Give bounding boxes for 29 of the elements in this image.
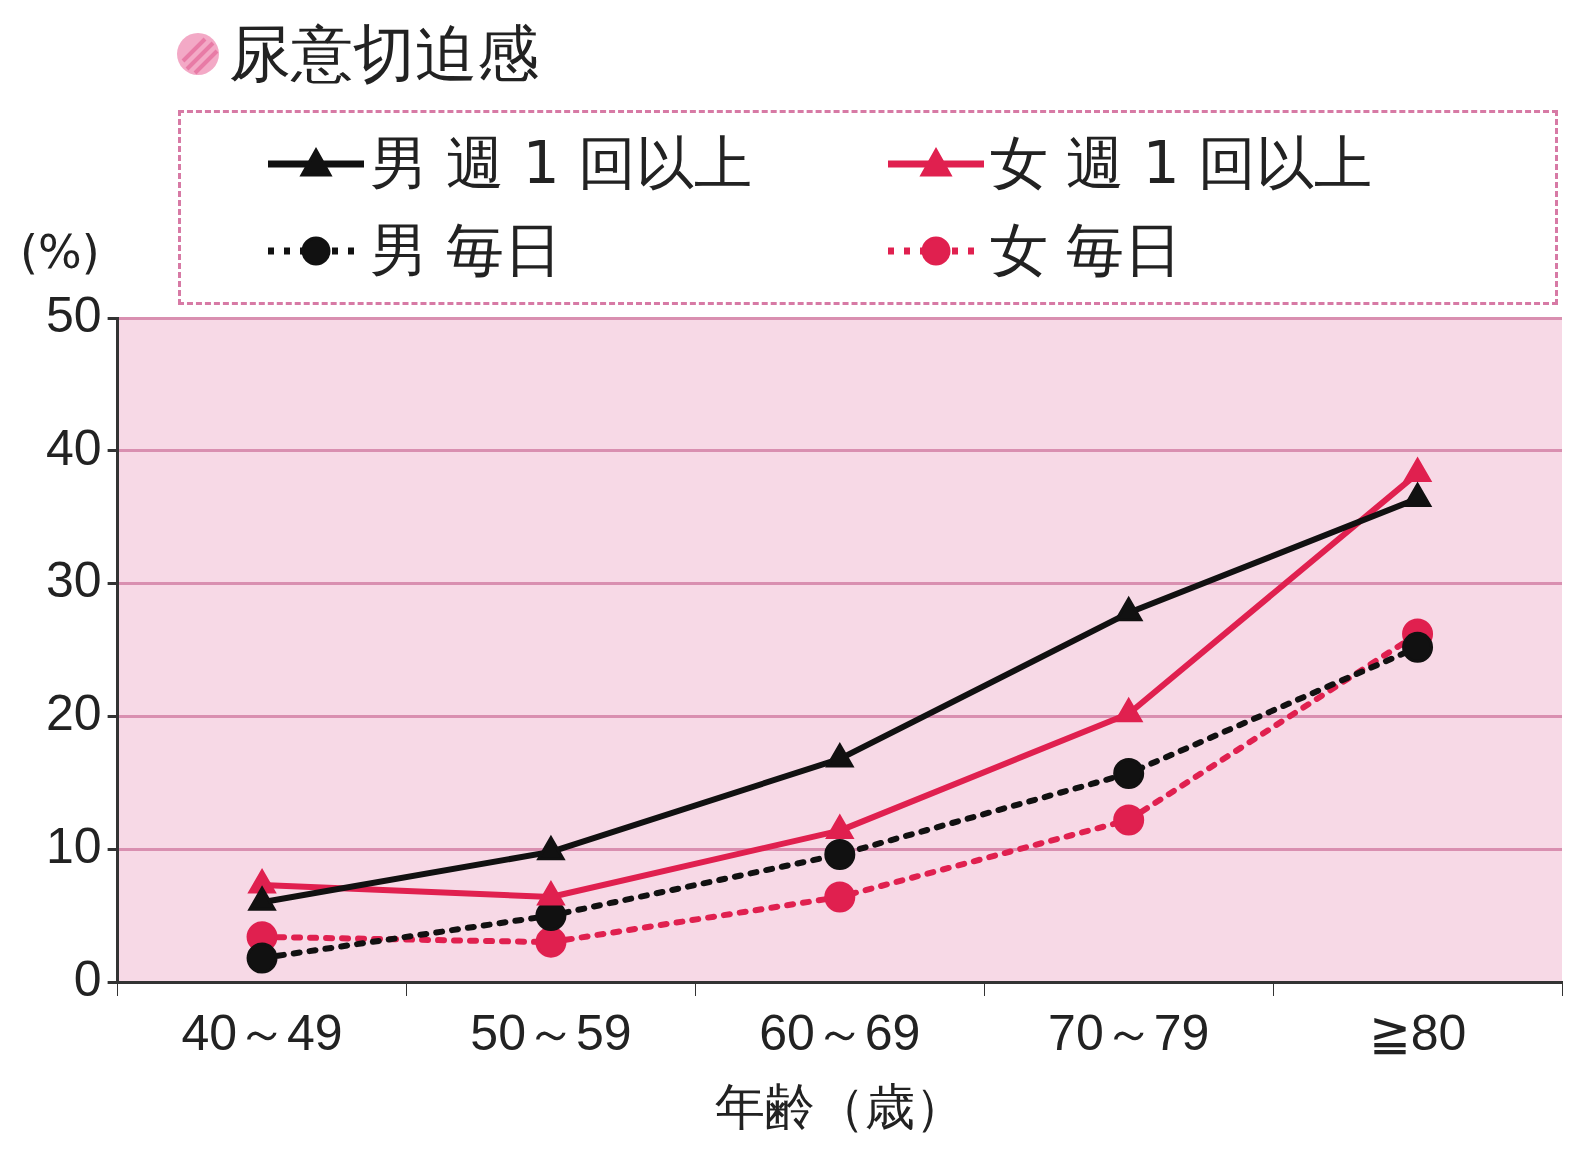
x-tick-label: 40～49	[181, 1004, 343, 1061]
point	[1403, 457, 1432, 482]
chart-title: 尿意切迫感	[229, 16, 539, 92]
point	[535, 926, 567, 958]
x-tick-label: 60～69	[759, 1004, 921, 1061]
point	[246, 942, 278, 974]
point	[826, 743, 854, 768]
legend-label: 女 毎日	[990, 214, 1183, 286]
point	[1113, 804, 1145, 836]
y-tick-label: 30	[45, 552, 102, 609]
legend-label: 男 毎日	[370, 214, 563, 286]
y-tick-label: 0	[73, 950, 102, 1007]
point	[1403, 483, 1432, 508]
point	[1115, 698, 1143, 723]
point	[824, 881, 856, 913]
x-tick-label: 70～79	[1048, 1004, 1210, 1061]
x-tick-label: 50～59	[470, 1004, 632, 1061]
x-axis-title: 年齢（歳）	[714, 1078, 965, 1135]
legend-label: 女 週 1 回以上	[990, 128, 1373, 200]
point	[1113, 758, 1145, 789]
y-tick-label: 40	[45, 419, 102, 476]
y-axis-title: (%)	[20, 225, 100, 279]
y-tick-label: 50	[45, 286, 102, 343]
legend-label: 男 週 1 回以上	[370, 128, 753, 200]
x-tick-label: ≧80	[1368, 1004, 1467, 1061]
point	[824, 839, 856, 871]
y-tick-label: 10	[45, 817, 102, 874]
y-tick-label: 20	[45, 685, 102, 742]
point	[1115, 597, 1143, 622]
